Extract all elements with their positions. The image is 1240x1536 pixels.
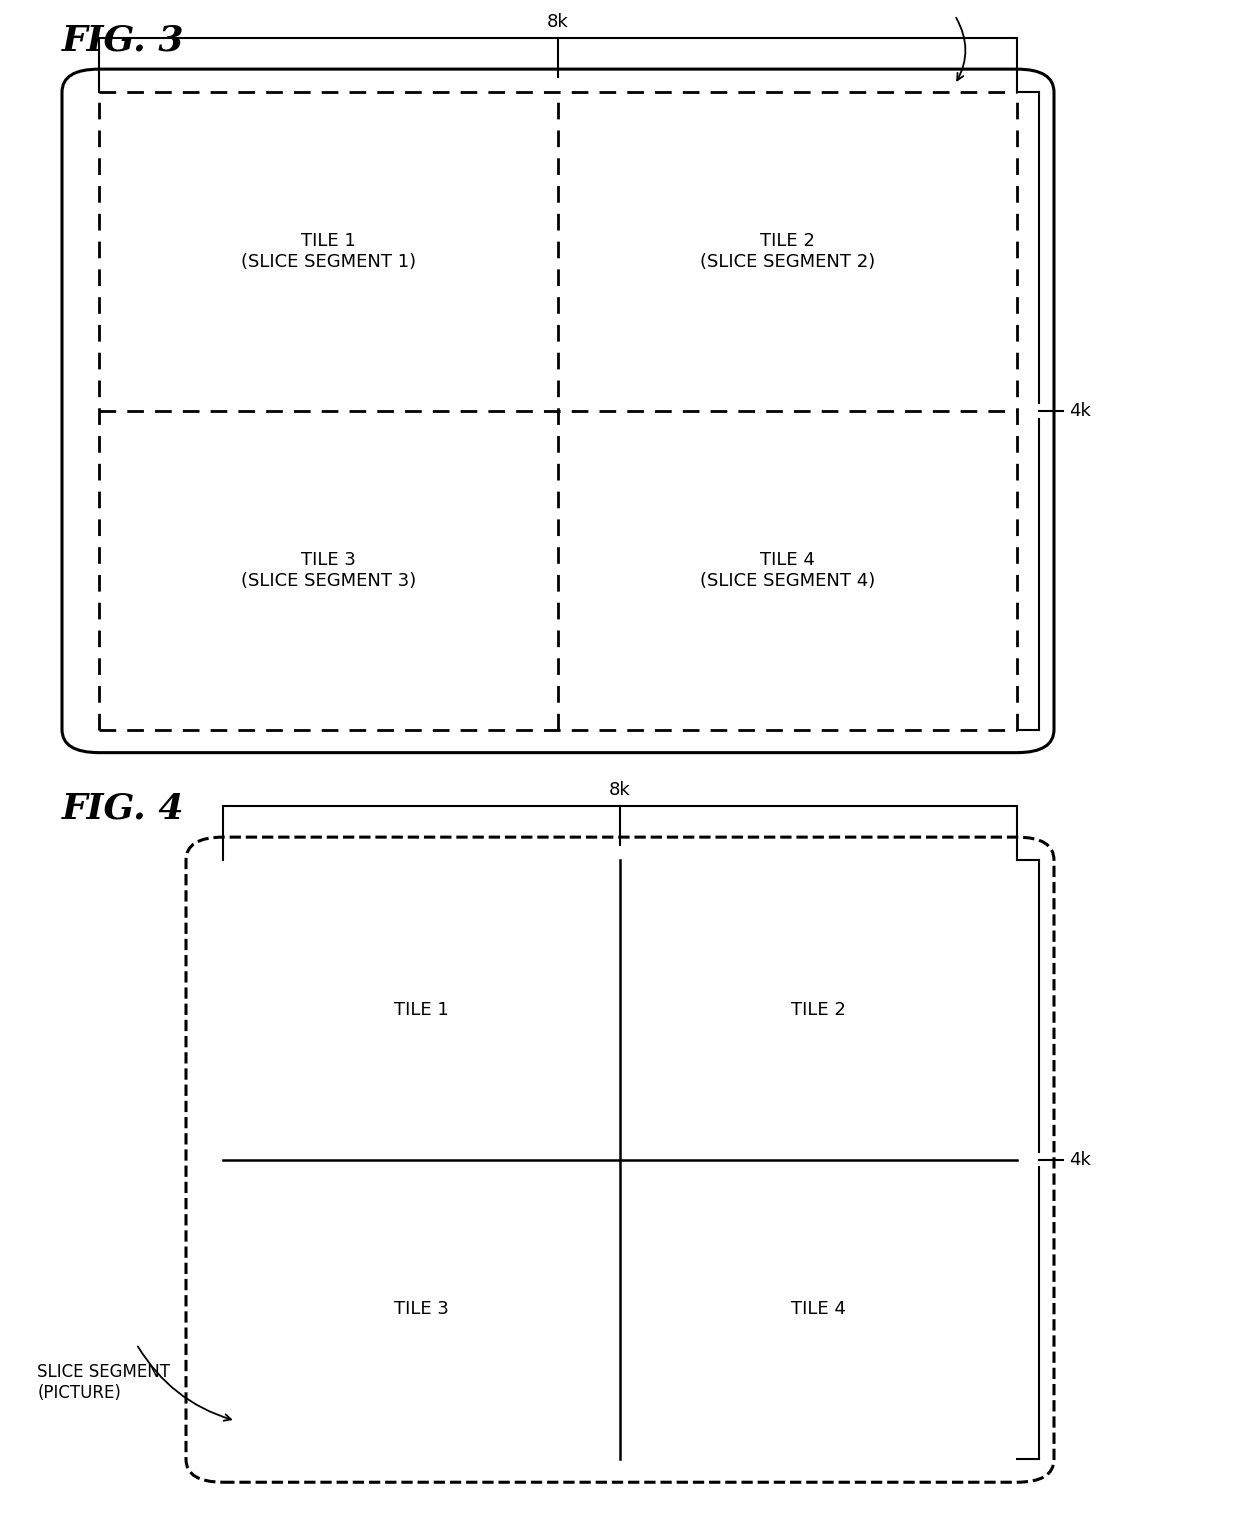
Text: TILE 1
(SLICE SEGMENT 1): TILE 1 (SLICE SEGMENT 1) <box>241 232 417 270</box>
Text: TILE 3
(SLICE SEGMENT 3): TILE 3 (SLICE SEGMENT 3) <box>241 551 417 590</box>
Text: TILE 2: TILE 2 <box>791 1001 846 1018</box>
Text: 8k: 8k <box>609 780 631 799</box>
Text: SLICE SEGMENT
(PICTURE): SLICE SEGMENT (PICTURE) <box>37 1362 170 1402</box>
Text: FIG. 3: FIG. 3 <box>62 23 185 57</box>
Text: 4k: 4k <box>1069 402 1091 419</box>
Text: TILE 2
(SLICE SEGMENT 2): TILE 2 (SLICE SEGMENT 2) <box>699 232 875 270</box>
Text: TILE 3: TILE 3 <box>394 1301 449 1318</box>
Text: FIG. 4: FIG. 4 <box>62 791 185 825</box>
Text: TILE 4: TILE 4 <box>791 1301 846 1318</box>
Text: TILE 4
(SLICE SEGMENT 4): TILE 4 (SLICE SEGMENT 4) <box>699 551 875 590</box>
Text: TILE 1: TILE 1 <box>394 1001 449 1018</box>
Text: 8k: 8k <box>547 12 569 31</box>
Text: 4k: 4k <box>1069 1150 1091 1169</box>
